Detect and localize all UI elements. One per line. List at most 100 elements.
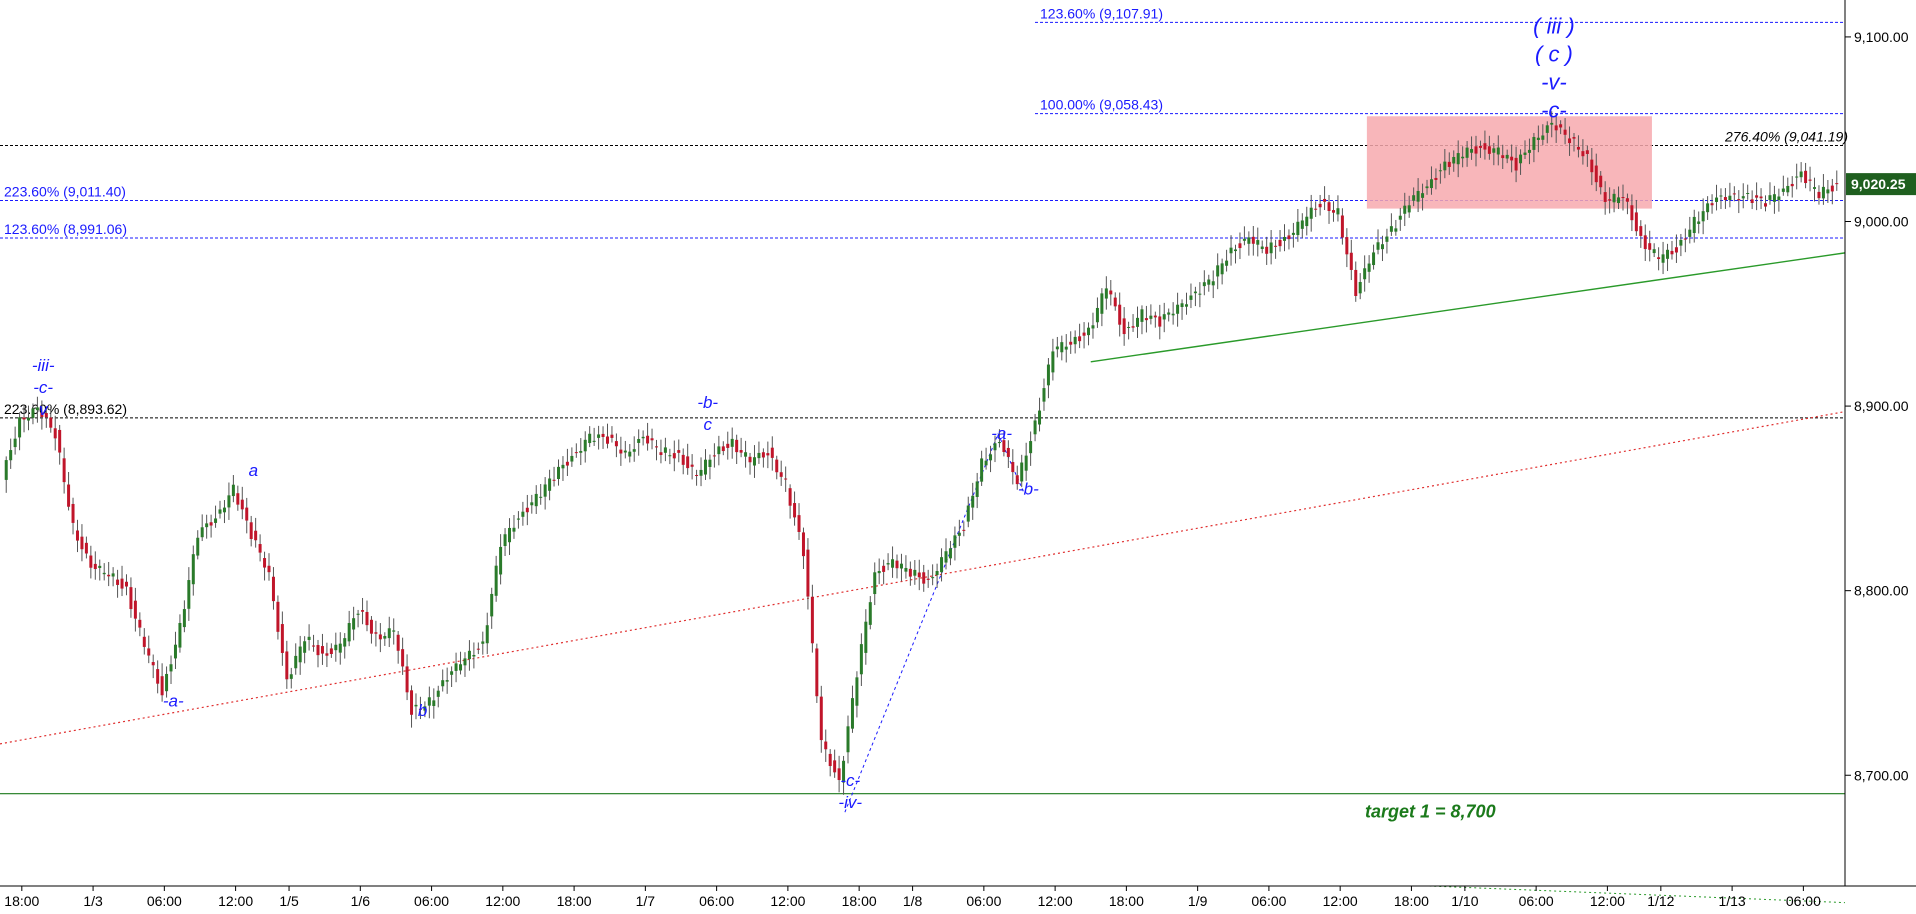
candle-body [1078, 336, 1082, 342]
candle-body [957, 532, 961, 536]
candle-body [1242, 238, 1246, 241]
candle-body [663, 447, 667, 453]
candle-body [690, 464, 694, 467]
candle-body [984, 460, 988, 466]
candle-body [819, 696, 823, 741]
candle-body [1625, 198, 1629, 202]
candle-body [1688, 229, 1692, 237]
wave-label: -iv- [838, 793, 862, 812]
candle-body [1069, 341, 1073, 345]
candle-body [236, 493, 240, 505]
candle-body [209, 522, 213, 526]
x-tick-label: 06:00 [966, 893, 1001, 909]
candle-body [249, 522, 253, 539]
candle-body [75, 530, 79, 541]
candle-body [1799, 171, 1803, 178]
fib-label: 276.40% (9,041.19) [1724, 128, 1848, 144]
candle-body [160, 676, 164, 696]
candle-body [1340, 215, 1344, 238]
candle-body [1193, 291, 1197, 294]
candle-body [739, 450, 743, 453]
candle-body [975, 481, 979, 497]
candle-body [1777, 196, 1781, 201]
candle-body [1559, 124, 1563, 128]
candle-body [579, 450, 583, 453]
candle-body [1719, 195, 1723, 197]
candle-body [1220, 263, 1224, 275]
wave-label: -b- [697, 393, 718, 412]
candle-body [935, 571, 939, 576]
candle-body [588, 433, 592, 444]
candle-body [703, 459, 707, 475]
candle-body [191, 554, 195, 585]
green-trendline [1090, 252, 1846, 363]
candle-body [156, 669, 160, 684]
candle-body [116, 579, 120, 585]
candle-body [922, 572, 926, 584]
candle-body [1100, 293, 1104, 314]
wave-labels: -iii- -c-v a -a-b -b-c -c- -iv- -a- -b- ( iii ) ( … [32, 14, 1575, 813]
candle-body [824, 741, 828, 750]
candle-body [1692, 216, 1696, 234]
candle-body [245, 507, 249, 521]
candle-body [1519, 154, 1523, 164]
candle-body [1162, 314, 1166, 320]
candle-body [726, 443, 730, 448]
candle-body [280, 624, 284, 653]
candle-body [467, 650, 471, 660]
candle-body [124, 581, 128, 587]
candle-body [240, 499, 244, 510]
x-tick-label: 18:00 [557, 893, 592, 909]
candle-body [659, 452, 663, 455]
x-tick-label: 06:00 [1519, 893, 1554, 909]
candle-body [1786, 185, 1790, 193]
candle-body [418, 708, 422, 710]
candle-body [601, 433, 605, 437]
candle-body [1648, 243, 1652, 250]
candle-body [695, 474, 699, 476]
candle-body [1781, 188, 1785, 192]
candle-body [842, 760, 846, 783]
candle-body [1412, 195, 1416, 201]
y-tick-label: 9,000.00 [1854, 214, 1909, 230]
candle-body [369, 619, 373, 634]
candle-body [784, 478, 788, 480]
candle-body [1314, 208, 1318, 210]
candle-body [459, 664, 463, 671]
candle-body [200, 527, 204, 538]
wave-path [844, 432, 1026, 813]
x-tick-label: 06:00 [147, 893, 182, 909]
candle-body [53, 428, 57, 439]
candle-body [1461, 156, 1465, 159]
candle-body [1652, 249, 1656, 254]
candle-body [757, 452, 761, 459]
fib-levels: 123.60% (9,107.91) 100.00% (9,058.43) 276.… [0, 5, 1848, 822]
candle-body [1590, 159, 1594, 173]
trendlines [0, 252, 1846, 904]
candle-body [1095, 307, 1099, 323]
candle-body [1750, 199, 1754, 203]
candle-body [592, 440, 596, 442]
candle-body [779, 472, 783, 477]
candle-body [619, 449, 623, 454]
candle-body [1149, 315, 1153, 319]
x-tick-label: 06:00 [1251, 893, 1286, 909]
candle-body [89, 555, 93, 568]
candle-body [490, 593, 494, 617]
candle-body [1140, 309, 1144, 322]
candle-body [534, 493, 538, 507]
candle-body [1741, 196, 1745, 199]
candle-body [1291, 232, 1295, 235]
candle-body [227, 495, 231, 508]
candle-body [570, 455, 574, 462]
candle-body [307, 636, 311, 640]
candle-body [1492, 148, 1496, 153]
candle-body [1305, 216, 1309, 227]
candle-body [1532, 136, 1536, 150]
candle-body [1795, 176, 1799, 178]
candle-body [1817, 191, 1821, 199]
candle-body [1029, 441, 1033, 454]
candle-body [1723, 197, 1727, 201]
candle-body [84, 542, 88, 554]
candle-body [1447, 161, 1451, 167]
